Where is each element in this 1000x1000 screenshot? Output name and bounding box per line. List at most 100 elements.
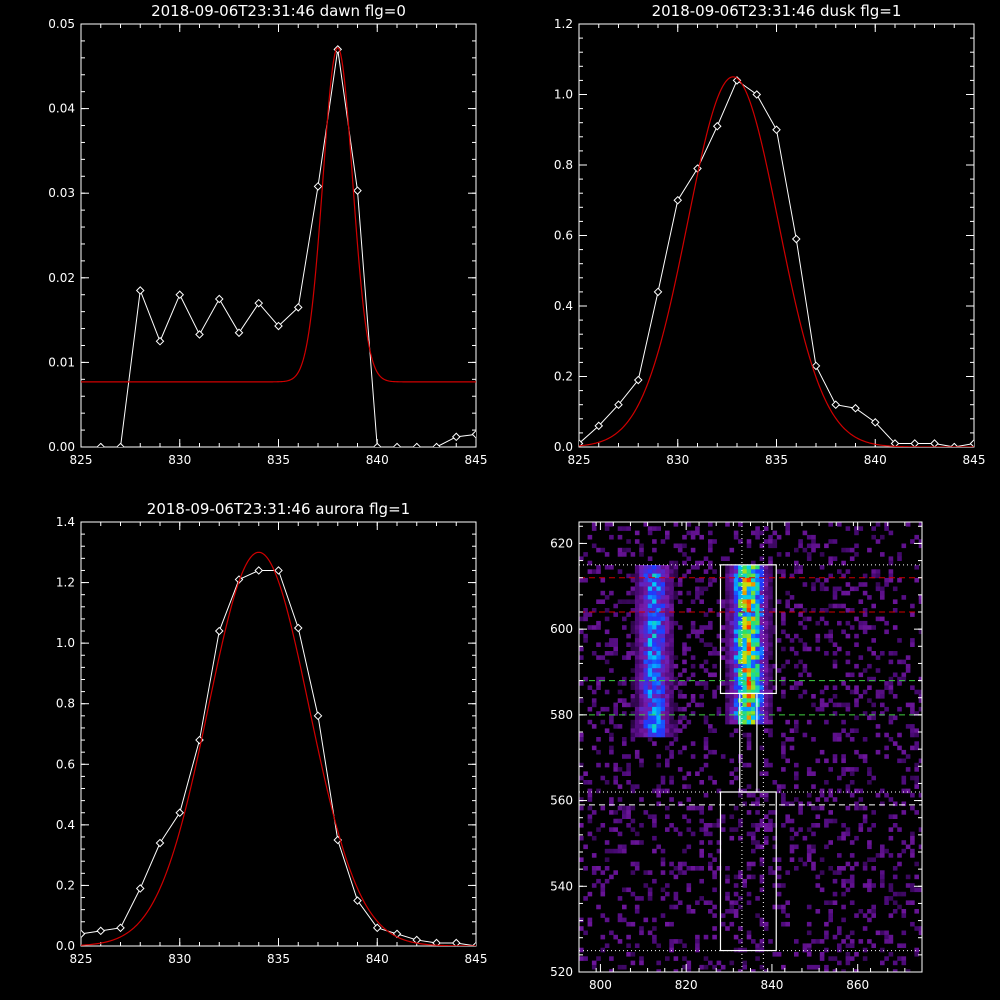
heatmap-cell: [665, 565, 670, 570]
heatmap-cell: [660, 625, 666, 630]
heatmap-cell: [634, 577, 640, 583]
heatmap-cell: [699, 599, 704, 604]
heatmap-cell: [630, 870, 636, 875]
heatmap-cell: [626, 547, 631, 553]
heatmap-cell: [763, 599, 769, 604]
heatmap-cell: [639, 672, 644, 678]
heatmap-cell: [729, 900, 735, 905]
heatmap-cell: [751, 719, 756, 725]
heatmap-cell: [626, 943, 631, 948]
heatmap-cell: [901, 956, 907, 961]
heatmap-cell: [725, 874, 730, 880]
heatmap-cell: [768, 762, 773, 768]
heatmap-cell: [583, 956, 588, 961]
heatmap-cell: [892, 651, 898, 656]
heatmap-cell: [733, 625, 739, 630]
heatmap-cell: [729, 646, 735, 652]
heatmap-cell: [802, 689, 808, 695]
heatmap-cell: [751, 646, 756, 652]
heatmap-cell: [772, 810, 778, 815]
heatmap-cell: [738, 672, 743, 678]
heatmap-cell: [884, 685, 889, 690]
heatmap-cell: [828, 956, 833, 961]
heatmap-cell: [897, 758, 902, 764]
heatmap-cell: [751, 590, 756, 596]
heatmap-cell: [733, 663, 739, 669]
heatmap-cell: [815, 638, 821, 643]
heatmap-cell: [746, 900, 752, 905]
heatmap-cell: [669, 947, 674, 953]
heatmap-cell: [763, 569, 769, 574]
heatmap-cell: [751, 560, 756, 566]
heatmap-cell: [759, 676, 765, 682]
heatmap-cell: [845, 651, 851, 656]
heatmap-cell: [669, 633, 674, 639]
heatmap-cell: [875, 694, 881, 699]
heatmap-cell: [669, 921, 674, 927]
heatmap-cell: [665, 891, 670, 897]
heatmap-cell: [892, 694, 898, 699]
heatmap-cell: [871, 603, 876, 609]
heatmap-cell: [660, 651, 666, 656]
heatmap-cell: [579, 616, 584, 622]
heatmap-cell: [841, 629, 846, 635]
heatmap-cell: [703, 569, 709, 574]
heatmap-cell: [819, 616, 825, 622]
heatmap-cell: [660, 612, 666, 617]
heatmap-cell: [729, 625, 735, 630]
heatmap-cell: [871, 569, 876, 574]
data-point-diamond: [214, 294, 224, 304]
data-point-diamond: [791, 234, 801, 244]
heatmap-cell: [768, 818, 773, 824]
heatmap-cell: [738, 788, 743, 794]
heatmap-cell: [630, 702, 636, 708]
heatmap-cell: [587, 831, 593, 837]
heatmap-cell: [845, 861, 851, 867]
heatmap-cell: [733, 629, 739, 635]
heatmap-cell: [643, 573, 649, 579]
heatmap-cell: [841, 917, 846, 923]
heatmap-cell: [742, 629, 747, 635]
heatmap-cell: [725, 612, 730, 617]
heatmap-cell: [617, 818, 623, 824]
heatmap-cell: [751, 702, 756, 708]
data-point-diamond: [969, 439, 974, 447]
heatmap-cell: [781, 569, 786, 574]
heatmap-cell: [647, 659, 653, 665]
heatmap-cell: [910, 711, 915, 716]
heatmap-cell: [811, 805, 816, 811]
heatmap-cell: [871, 857, 876, 862]
heatmap-cell: [639, 706, 644, 712]
heatmap-cell: [768, 620, 773, 626]
heatmap-cell: [708, 900, 713, 905]
heatmap-cell: [738, 663, 743, 669]
heatmap-cell: [639, 762, 644, 768]
heatmap-cell: [746, 715, 752, 721]
heatmap-cell: [716, 788, 722, 794]
data-point-diamond: [732, 76, 742, 85]
heatmap-cell: [699, 577, 704, 583]
chart-title: 2018-09-06T23:31:46 aurora flg=1: [147, 500, 410, 518]
heatmap-cell: [634, 633, 640, 639]
heatmap-cell: [639, 728, 644, 733]
heatmap-cell: [858, 909, 864, 914]
heatmap-cell: [742, 586, 747, 592]
heatmap-cell: [604, 706, 610, 712]
heatmap-cell: [634, 719, 640, 725]
heatmap-cell: [806, 964, 812, 970]
heatmap-cell: [862, 625, 868, 630]
heatmap-cell: [677, 582, 683, 587]
heatmap-cell: [910, 539, 915, 544]
heatmap-cell: [665, 655, 670, 660]
heatmap-cell: [742, 719, 747, 725]
heatmap-cell: [837, 737, 842, 742]
heatmap-cell: [776, 788, 782, 794]
heatmap-cell: [845, 960, 851, 966]
heatmap-cell: [832, 556, 838, 561]
heatmap-cell: [884, 956, 889, 961]
heatmap-cell: [639, 960, 644, 966]
heatmap-cell: [733, 638, 739, 643]
heatmap-cell: [622, 711, 627, 716]
heatmap-cell: [880, 788, 885, 794]
